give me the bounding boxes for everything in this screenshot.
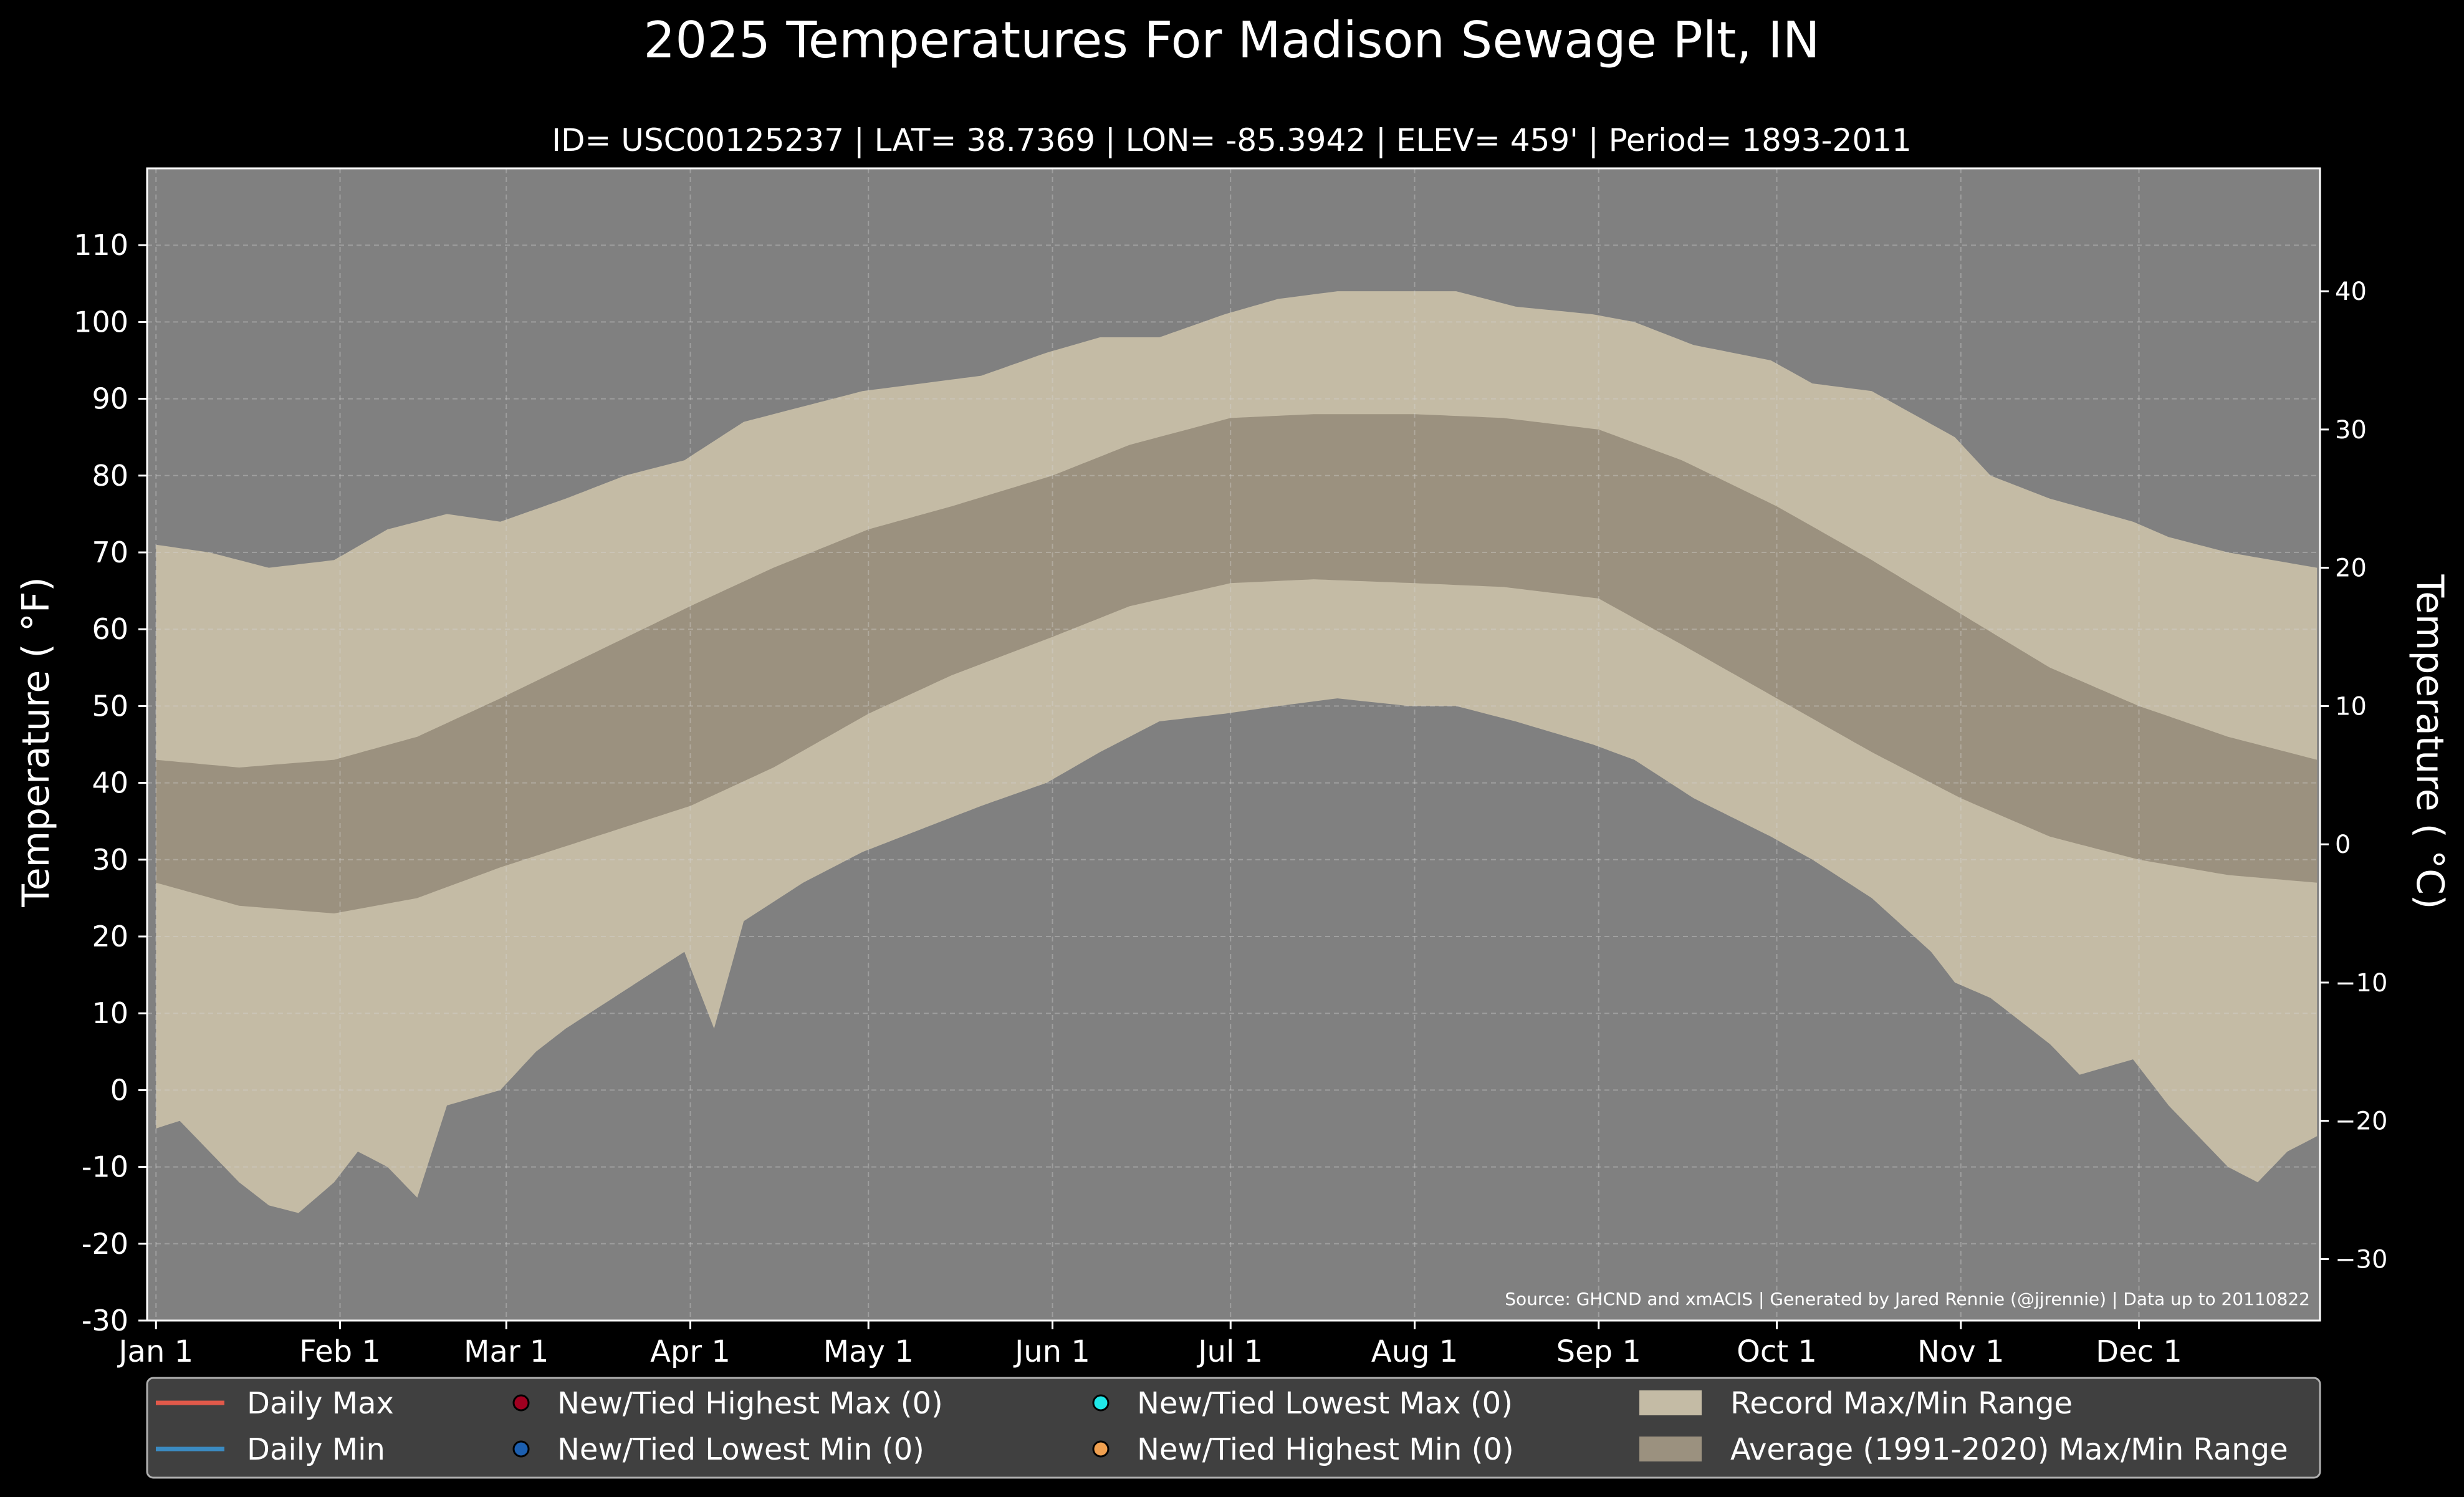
legend-item: New/Tied Lowest Max (0) — [1092, 1386, 1513, 1421]
right-tick-label: −10 — [2335, 969, 2387, 998]
x-tick-label: Mar 1 — [464, 1334, 549, 1369]
left-tick-label: 20 — [92, 920, 128, 953]
legend: Daily Max New/Tied Highest Max (0) New/Tie… — [146, 1377, 2321, 1479]
x-tick-label: Jul 1 — [1196, 1334, 1263, 1369]
legend-item: New/Tied Highest Max (0) — [512, 1386, 943, 1421]
legend-label: Record Max/Min Range — [1730, 1386, 2073, 1421]
legend-item: Average (1991-2020) Max/Min Range — [1639, 1432, 2288, 1467]
legend-label: New/Tied Highest Max (0) — [557, 1386, 943, 1421]
x-tick-label: Jan 1 — [117, 1334, 193, 1369]
legend-label: New/Tied Lowest Min (0) — [557, 1432, 924, 1467]
right-tick-label: −20 — [2335, 1107, 2387, 1136]
legend-swatch-patch — [1639, 1437, 1702, 1461]
left-tick-label: 0 — [110, 1073, 128, 1107]
left-axis: -30 -20 -10 0 10 20 30 40 50 60 70 80 90 100 110 — [74, 228, 147, 1337]
plot-frame — [146, 167, 2321, 1322]
left-tick-label: -10 — [82, 1150, 128, 1184]
legend-label: Daily Max — [247, 1386, 394, 1421]
plot-area — [146, 167, 2321, 1322]
left-tick-label: 70 — [92, 536, 128, 569]
legend-swatch-patch — [1639, 1390, 1702, 1415]
normal-range-area — [156, 414, 2318, 913]
right-axis: −30 −20 −10 0 10 20 30 40 — [2320, 277, 2387, 1274]
chart-subtitle: ID= USC00125237 | LAT= 38.7369 | LON= -8… — [552, 122, 1912, 158]
left-tick-label: 30 — [92, 843, 128, 877]
grid-layer — [147, 168, 2320, 1321]
left-tick-label: 60 — [92, 612, 128, 646]
left-tick-label: 110 — [74, 228, 128, 262]
legend-item: Daily Min — [156, 1432, 385, 1467]
x-tick-label: May 1 — [823, 1334, 914, 1369]
normal-range-layer — [156, 414, 2318, 913]
legend-item: New/Tied Lowest Min (0) — [512, 1432, 924, 1467]
legend-swatch-dot — [1092, 1440, 1110, 1458]
left-tick-label: 90 — [92, 382, 128, 416]
right-tick-label: 20 — [2335, 554, 2367, 583]
legend-swatch-dot — [512, 1440, 530, 1458]
left-tick-label: -30 — [82, 1304, 128, 1337]
left-tick-label: 80 — [92, 459, 128, 493]
left-tick-label: 10 — [92, 996, 128, 1030]
legend-swatch-dot — [512, 1394, 530, 1412]
x-axis: Jan 1 Feb 1 Mar 1 Apr 1 May 1 Jun 1 Jul 1 Aug 1… — [117, 1321, 2182, 1369]
legend-item: Record Max/Min Range — [1639, 1386, 2073, 1421]
legend-item: New/Tied Highest Min (0) — [1092, 1432, 1514, 1467]
legend-items: Daily Max New/Tied Highest Max (0) New/Tie… — [156, 1386, 2288, 1467]
chart-title: 2025 Temperatures For Madison Sewage Plt… — [643, 11, 1819, 69]
legend-label: Average (1991-2020) Max/Min Range — [1730, 1432, 2288, 1467]
x-tick-label: Jun 1 — [1013, 1334, 1090, 1369]
x-tick-label: Nov 1 — [1917, 1334, 2004, 1369]
right-tick-label: 10 — [2335, 692, 2367, 721]
legend-swatch-dot — [1092, 1394, 1110, 1412]
legend-label: Daily Min — [247, 1432, 385, 1467]
legend-item: Daily Max — [156, 1386, 394, 1421]
left-tick-label: 50 — [92, 689, 128, 723]
left-tick-label: 100 — [74, 305, 128, 339]
y-axis-label-left: Temperature ( °F) — [14, 577, 58, 908]
right-tick-label: 30 — [2335, 416, 2367, 445]
legend-label: New/Tied Lowest Max (0) — [1137, 1386, 1513, 1421]
source-note: Source: GHCND and xmACIS | Generated by … — [1505, 1289, 2310, 1309]
x-tick-label: Dec 1 — [2096, 1334, 2182, 1369]
right-tick-label: −30 — [2335, 1245, 2387, 1274]
left-tick-label: 40 — [92, 766, 128, 800]
x-tick-label: Oct 1 — [1737, 1334, 1817, 1369]
legend-box — [146, 1377, 2321, 1479]
x-tick-label: Feb 1 — [299, 1334, 381, 1369]
right-tick-label: 0 — [2335, 830, 2351, 859]
y-axis-label-right: Temperature ( °C) — [2408, 574, 2452, 910]
x-tick-label: Apr 1 — [650, 1334, 731, 1369]
right-tick-label: 40 — [2335, 277, 2367, 306]
left-tick-label: -20 — [82, 1227, 128, 1261]
x-tick-label: Aug 1 — [1371, 1334, 1459, 1369]
legend-label: New/Tied Highest Min (0) — [1137, 1432, 1514, 1467]
x-tick-label: Sep 1 — [1556, 1334, 1641, 1369]
